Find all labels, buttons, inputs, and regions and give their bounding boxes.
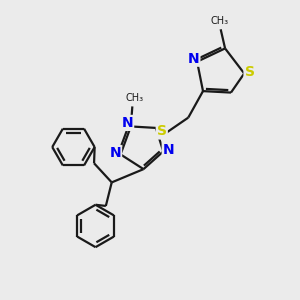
Text: S: S bbox=[157, 124, 167, 138]
Text: N: N bbox=[122, 116, 133, 130]
Text: N: N bbox=[188, 52, 200, 66]
Text: N: N bbox=[163, 143, 174, 157]
Text: CH₃: CH₃ bbox=[210, 16, 228, 26]
Text: N: N bbox=[110, 146, 121, 160]
Text: CH₃: CH₃ bbox=[126, 93, 144, 103]
Text: S: S bbox=[244, 65, 254, 79]
